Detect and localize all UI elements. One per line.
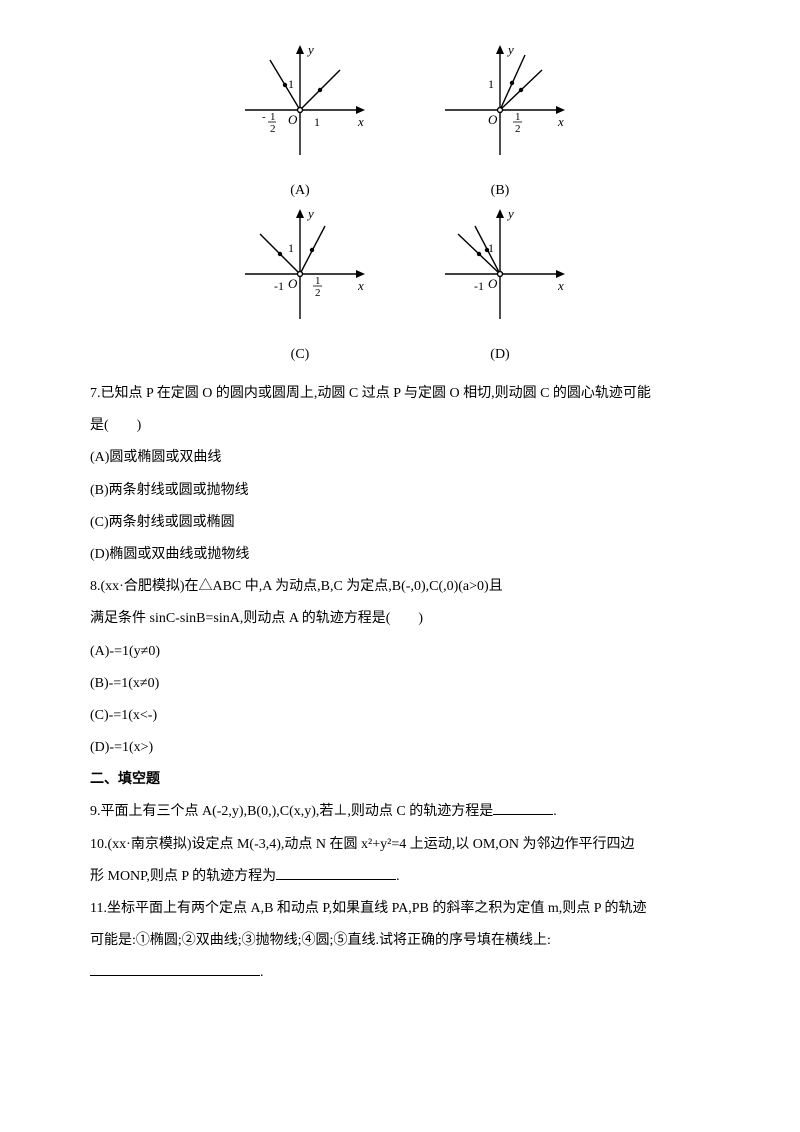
q9-blank xyxy=(493,800,553,815)
svg-text:2: 2 xyxy=(515,123,521,135)
q9-text: 9.平面上有三个点 A(-2,y),B(0,),C(x,y),若⊥,则动点 C … xyxy=(90,804,493,819)
q11-blank xyxy=(90,961,260,976)
svg-text:1: 1 xyxy=(314,115,320,129)
page-content: yx1-12O1(A) yx1O12(B) yx1-1O12(C) yx1-1O… xyxy=(0,0,800,1050)
q10-line1: 10.(xx·南京模拟)设定点 M(-3,4),动点 N 在圆 x²+y²=4 … xyxy=(90,829,710,861)
svg-text:x: x xyxy=(557,114,564,129)
svg-text:2: 2 xyxy=(270,123,276,135)
graph-row-2: yx1-1O12(C) yx1-1O(D) xyxy=(90,204,710,368)
svg-text:(B): (B) xyxy=(491,183,510,198)
q10-post: . xyxy=(396,869,400,884)
q8-opt-D: (D)-=1(x>) xyxy=(90,732,710,764)
graph-row-1: yx1-12O1(A) yx1O12(B) xyxy=(90,40,710,204)
q8-opt-A: (A)-=1(y≠0) xyxy=(90,636,710,668)
q8-opt-C: (C)-=1(x<-) xyxy=(90,700,710,732)
q11-post: . xyxy=(260,965,264,980)
svg-text:O: O xyxy=(488,112,498,127)
section-2-heading: 二、填空题 xyxy=(90,764,710,796)
svg-text:y: y xyxy=(306,206,314,221)
q8-opt-B: (B)-=1(x≠0) xyxy=(90,668,710,700)
graph-options: yx1-12O1(A) yx1O12(B) yx1-1O12(C) yx1-1O… xyxy=(90,40,710,368)
svg-text:1: 1 xyxy=(270,111,276,123)
q10-blank xyxy=(276,865,396,880)
svg-text:1: 1 xyxy=(288,241,294,255)
graph-C: yx1-1O12(C) xyxy=(230,204,370,368)
q9: 9.平面上有三个点 A(-2,y),B(0,),C(x,y),若⊥,则动点 C … xyxy=(90,796,710,828)
svg-text:(D): (D) xyxy=(490,347,510,362)
svg-text:-: - xyxy=(262,111,266,123)
q7-stem: 7.已知点 P 在定圆 O 的圆内或圆周上,动圆 C 过点 P 与定圆 O 相切… xyxy=(90,378,710,410)
svg-text:O: O xyxy=(288,112,298,127)
q8-stem2: 满足条件 sinC-sinB=sinA,则动点 A 的轨迹方程是( ) xyxy=(90,603,710,635)
graph-A: yx1-12O1(A) xyxy=(230,40,370,204)
q11-line1: 11.坐标平面上有两个定点 A,B 和动点 P,如果直线 PA,PB 的斜率之积… xyxy=(90,893,710,925)
svg-text:2: 2 xyxy=(315,287,321,299)
svg-text:1: 1 xyxy=(315,275,321,287)
q7-opt-A: (A)圆或椭圆或双曲线 xyxy=(90,442,710,474)
svg-text:y: y xyxy=(506,206,514,221)
svg-text:x: x xyxy=(357,114,364,129)
graph-D: yx1-1O(D) xyxy=(430,204,570,368)
q8-stem: 8.(xx·合肥模拟)在△ABC 中,A 为动点,B,C 为定点,B(-,0),… xyxy=(90,571,710,603)
svg-text:x: x xyxy=(557,278,564,293)
q10-line2: 形 MONP,则点 P 的轨迹方程为. xyxy=(90,861,710,893)
q10-text: 形 MONP,则点 P 的轨迹方程为 xyxy=(90,869,276,884)
svg-text:1: 1 xyxy=(288,77,294,91)
q7-opt-B: (B)两条射线或圆或抛物线 xyxy=(90,475,710,507)
graph-B: yx1O12(B) xyxy=(430,40,570,204)
svg-text:O: O xyxy=(488,276,498,291)
q9-post: . xyxy=(553,804,557,819)
q11-line2: 可能是:①椭圆;②双曲线;③抛物线;④圆;⑤直线.试将正确的序号填在横线上:. xyxy=(90,925,710,989)
q7-opt-C: (C)两条射线或圆或椭圆 xyxy=(90,507,710,539)
svg-text:(A): (A) xyxy=(290,183,310,198)
svg-text:y: y xyxy=(506,42,514,57)
q7-opt-D: (D)椭圆或双曲线或抛物线 xyxy=(90,539,710,571)
svg-text:1: 1 xyxy=(515,111,521,123)
svg-text:y: y xyxy=(306,42,314,57)
q11-text: 可能是:①椭圆;②双曲线;③抛物线;④圆;⑤直线.试将正确的序号填在横线上: xyxy=(90,933,551,948)
svg-text:(C): (C) xyxy=(291,347,310,362)
svg-text:-1: -1 xyxy=(474,279,484,293)
svg-text:1: 1 xyxy=(488,77,494,91)
svg-text:x: x xyxy=(357,278,364,293)
svg-text:O: O xyxy=(288,276,298,291)
svg-text:-1: -1 xyxy=(274,279,284,293)
q7-stem2: 是( ) xyxy=(90,410,710,442)
